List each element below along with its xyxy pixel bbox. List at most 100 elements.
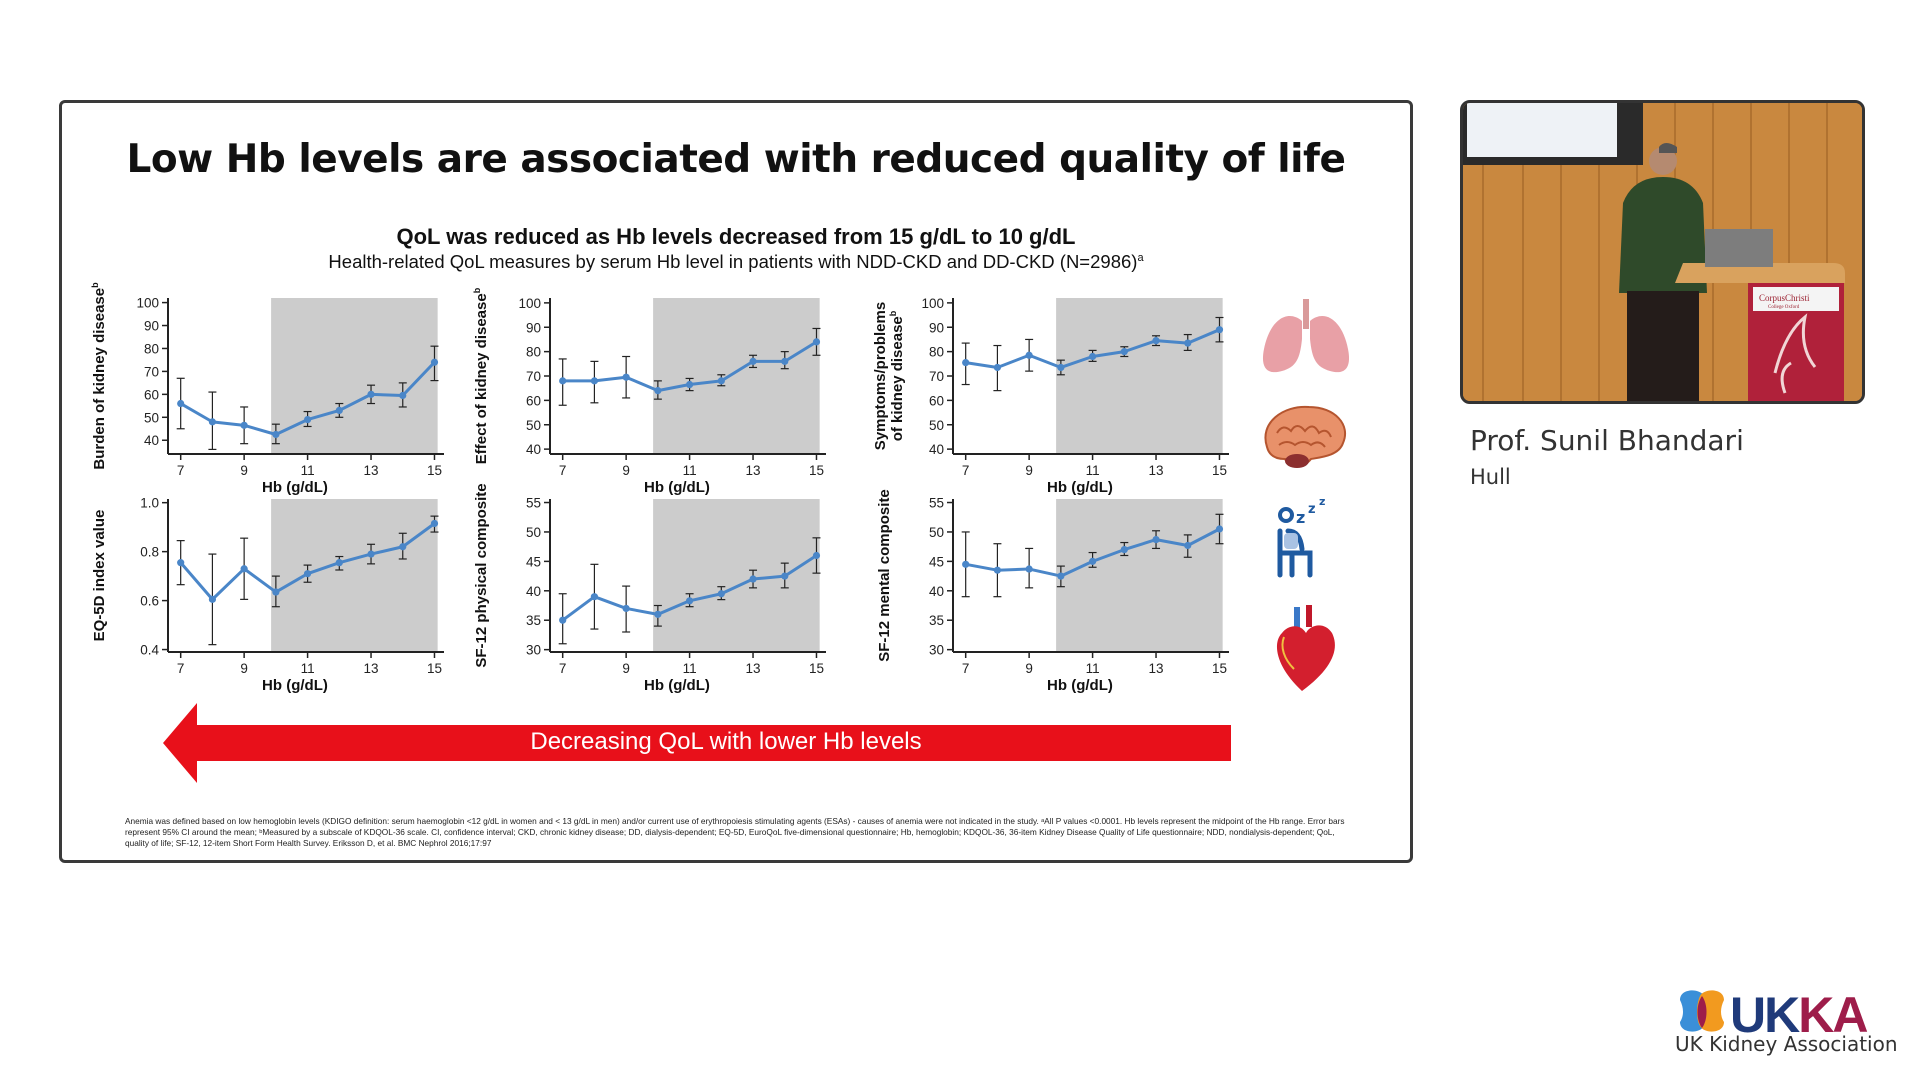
x-tick-label: 15 xyxy=(427,661,442,676)
speaker-video-feed[interactable]: CorpusChristi College Oxford xyxy=(1460,100,1865,404)
lungs-icon xyxy=(1262,299,1350,373)
x-tick-label: 13 xyxy=(746,463,761,478)
y-tick-label: 80 xyxy=(144,341,159,356)
data-point xyxy=(1184,339,1192,347)
slide-title: Low Hb levels are associated with reduce… xyxy=(126,137,1346,182)
x-tick-label: 11 xyxy=(301,661,315,676)
speaker-name: Prof. Sunil Bhandari xyxy=(1470,424,1744,457)
data-point xyxy=(272,430,280,439)
x-axis-label: Hb (g/dL) xyxy=(262,677,328,694)
speaker-head xyxy=(1649,147,1677,175)
y-tick-label: 35 xyxy=(929,613,944,628)
data-point xyxy=(685,380,694,389)
data-point xyxy=(781,572,789,580)
y-tick-label: 60 xyxy=(526,393,541,408)
data-point xyxy=(1057,363,1065,372)
presentation-slide: Low Hb levels are associated with reduce… xyxy=(59,100,1413,863)
y-tick-label: 40 xyxy=(144,433,159,448)
data-point xyxy=(177,399,185,408)
data-point xyxy=(1184,541,1192,550)
speaker-affiliation: Hull xyxy=(1470,465,1511,489)
data-point xyxy=(1152,536,1160,544)
data-point xyxy=(399,543,407,551)
y-axis-label-superscript: b xyxy=(472,287,482,293)
y-axis-label-superscript: b xyxy=(888,310,898,316)
y-tick-label: 35 xyxy=(526,613,541,628)
data-point xyxy=(812,551,821,560)
data-point xyxy=(781,357,789,365)
y-tick-label: 70 xyxy=(526,369,541,384)
shaded-region xyxy=(1056,298,1223,454)
y-tick-label: 70 xyxy=(929,369,944,384)
y-tick-label: 80 xyxy=(526,345,541,360)
y-tick-label: 80 xyxy=(929,345,944,360)
y-tick-label: 90 xyxy=(526,320,541,335)
x-tick-label: 11 xyxy=(301,463,315,478)
y-axis-label: SF-12 physical composite xyxy=(473,483,490,667)
x-axis-label: Hb (g/dL) xyxy=(1047,677,1113,694)
y-tick-label: 100 xyxy=(921,296,944,311)
y-tick-label: 60 xyxy=(929,393,944,408)
data-point xyxy=(1215,326,1224,334)
data-point xyxy=(1215,525,1224,533)
data-point xyxy=(208,418,217,426)
chart-panel-3: 40 50 60 70 80 90 100 7 9 11 13 15 Hb (g/dL) Symptoms… xyxy=(872,296,1229,496)
y-tick-label: 50 xyxy=(526,418,541,433)
data-point xyxy=(430,519,439,528)
data-point xyxy=(749,357,757,365)
y-tick-label: 40 xyxy=(929,442,944,457)
data-point xyxy=(654,387,662,395)
x-tick-label: 13 xyxy=(746,661,761,676)
logo-wordmark: UKKA xyxy=(1730,987,1867,1043)
x-tick-label: 7 xyxy=(962,463,970,478)
x-axis-label: Hb (g/dL) xyxy=(1047,479,1113,496)
y-axis-label: Burden of kidney diseaseb xyxy=(90,282,108,470)
y-tick-label: 1.0 xyxy=(140,496,159,511)
x-tick-label: 15 xyxy=(1212,463,1227,478)
data-point xyxy=(559,377,567,385)
x-tick-label: 9 xyxy=(622,463,630,478)
shaded-region xyxy=(1056,499,1223,652)
data-point xyxy=(590,377,599,385)
svg-text:z: z xyxy=(1296,508,1305,527)
x-tick-label: 13 xyxy=(364,661,379,676)
data-point xyxy=(240,421,248,429)
chart-panel-6: 30 35 40 45 50 55 7 9 11 13 15 Hb (g/dL) SF-12 menta… xyxy=(876,489,1229,694)
shaded-region xyxy=(271,499,438,652)
shaded-region xyxy=(653,298,820,454)
x-tick-label: 11 xyxy=(683,661,697,676)
y-tick-label: 0.4 xyxy=(140,643,159,658)
y-tick-label: 40 xyxy=(526,442,541,457)
y-tick-label: 45 xyxy=(929,554,944,569)
x-axis-label: Hb (g/dL) xyxy=(644,677,710,694)
laptop xyxy=(1705,229,1773,267)
y-axis-label: Effect of kidney diseaseb xyxy=(472,287,490,464)
y-tick-label: 30 xyxy=(929,643,944,658)
x-tick-label: 15 xyxy=(1212,661,1227,676)
y-tick-label: 40 xyxy=(526,584,541,599)
y-tick-label: 55 xyxy=(526,496,541,511)
data-point xyxy=(367,390,375,398)
y-tick-label: 50 xyxy=(929,525,944,540)
y-tick-label: 90 xyxy=(929,320,944,335)
y-tick-label: 90 xyxy=(144,319,159,334)
video-frame: CorpusChristi College Oxford xyxy=(1463,103,1862,401)
data-point xyxy=(1088,557,1097,565)
projector-screen xyxy=(1467,103,1617,157)
y-tick-label: 45 xyxy=(526,554,541,569)
y-tick-label: 60 xyxy=(144,387,159,402)
y-axis-label: Symptoms/problems xyxy=(872,302,889,450)
slide-caption: Health-related QoL measures by serum Hb … xyxy=(62,251,1410,273)
x-tick-label: 9 xyxy=(622,661,630,676)
data-point xyxy=(993,363,1002,372)
y-tick-label: 70 xyxy=(144,364,159,379)
x-tick-label: 13 xyxy=(1149,661,1164,676)
x-tick-label: 7 xyxy=(177,661,185,676)
x-tick-label: 11 xyxy=(1086,661,1100,676)
y-tick-label: 100 xyxy=(136,296,159,311)
data-point xyxy=(749,575,757,583)
y-axis-label: of kidney diseaseb xyxy=(888,310,906,441)
y-axis-label-superscript: b xyxy=(90,282,100,288)
x-tick-label: 15 xyxy=(809,661,824,676)
y-tick-label: 50 xyxy=(929,418,944,433)
